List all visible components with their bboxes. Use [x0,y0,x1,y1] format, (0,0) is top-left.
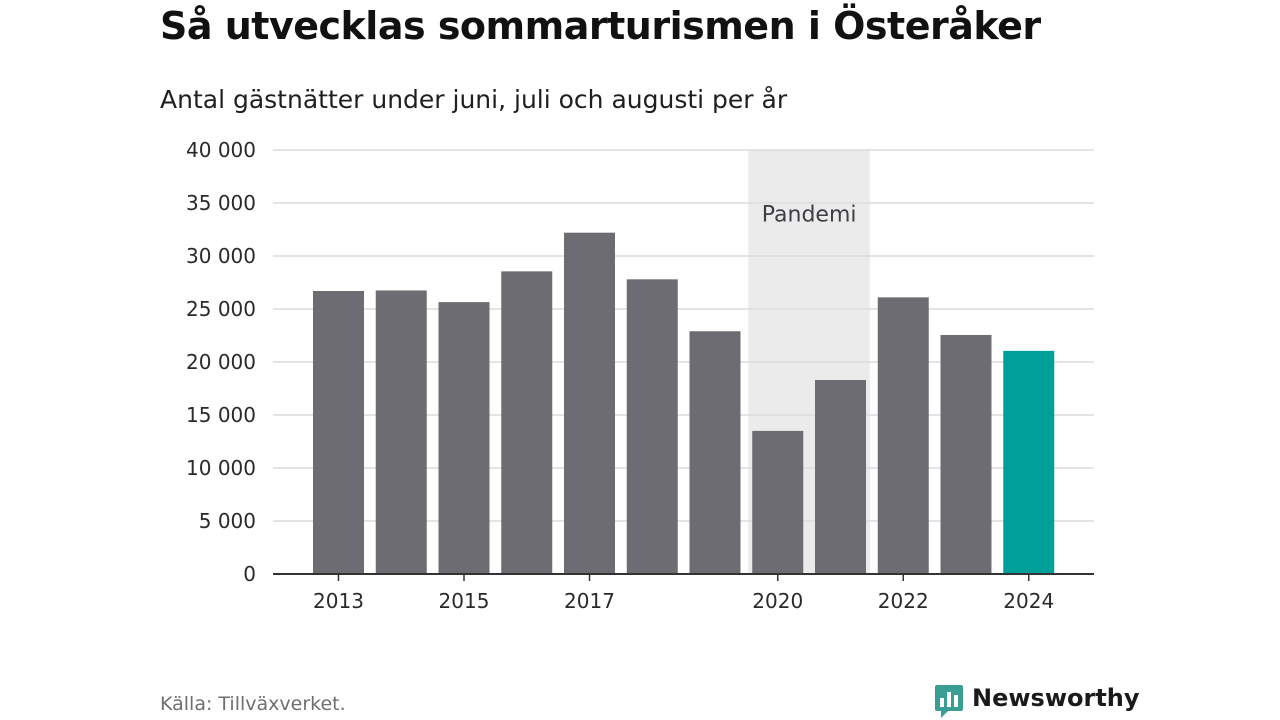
bar-2021 [815,380,866,574]
bar-2016 [501,271,553,574]
chart-title: Så utvecklas sommarturismen i Österåker [160,4,1041,48]
bar-2019 [689,331,741,574]
y-tick-label: 10 000 [186,456,256,480]
annotation-label: Pandemi [762,203,857,228]
y-tick-label: 25 000 [186,297,256,321]
x-tick-label: 2013 [313,589,364,613]
y-tick-label: 0 [243,562,256,586]
brand-logo: Newsworthy [934,683,1140,719]
bar-2015 [438,302,490,574]
y-tick-label: 5 000 [199,509,256,533]
y-tick-label: 30 000 [186,244,256,268]
y-tick-label: 20 000 [186,350,256,374]
x-tick-label: 2022 [878,589,929,613]
x-tick-label: 2015 [439,589,490,613]
newsworthy-logo-icon [935,685,963,718]
bar-2024 [1003,350,1055,574]
y-tick-label: 40 000 [186,138,256,162]
bar-2023 [940,334,992,574]
bar-2013 [313,290,364,574]
source-note: Källa: Tillväxverket. [160,693,346,715]
chart-subtitle: Antal gästnätter under juni, juli och au… [160,85,788,114]
x-tick-label: 2020 [752,589,803,613]
x-tick-label: 2024 [1003,589,1054,613]
bar-2017 [564,232,615,574]
y-tick-label: 35 000 [186,191,256,215]
bar-2022 [877,297,929,574]
brand-name: Newsworthy [972,684,1140,712]
bar-2018 [626,279,678,574]
bar-chart: 0 5 000 10 000 15 000 20 000 25 000 30 000 35 0… [186,138,1094,613]
x-tick-label: 2017 [564,589,615,613]
bar-2020 [752,430,804,574]
y-tick-label: 15 000 [186,403,256,427]
bar-2014 [375,290,427,574]
